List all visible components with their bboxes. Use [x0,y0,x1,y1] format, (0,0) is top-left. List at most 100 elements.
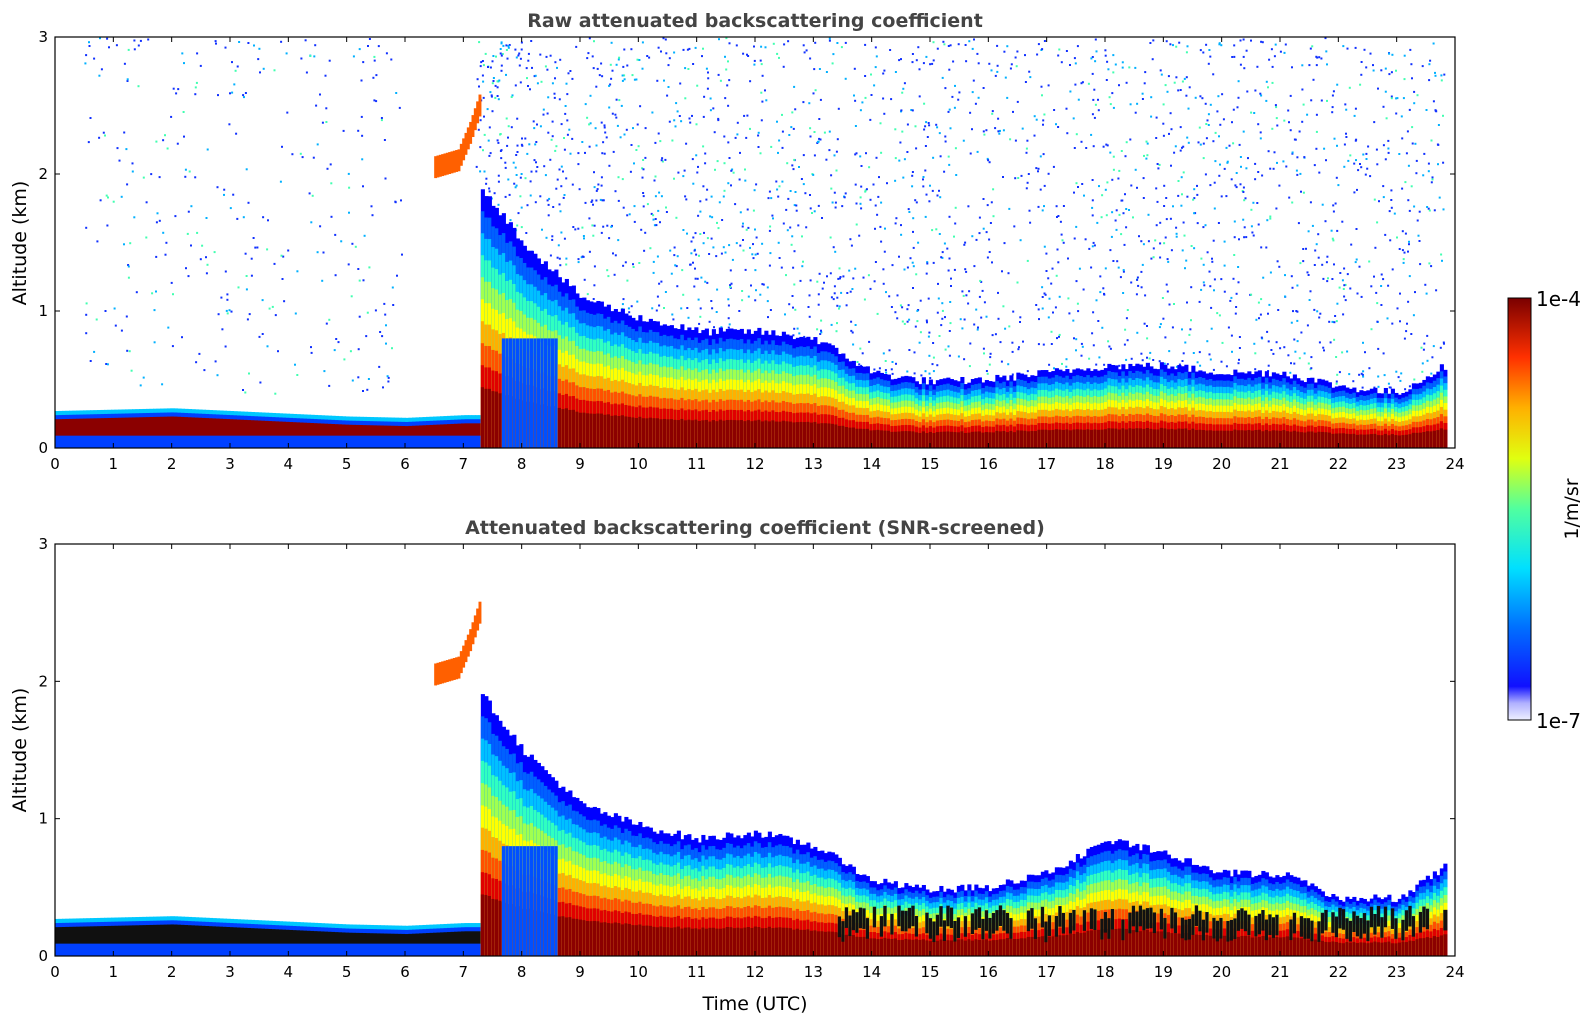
noise-speck [250,274,253,277]
noise-speck [678,115,681,117]
noise-speck [1378,200,1380,203]
noise-speck [725,68,728,71]
noise-speck [1118,364,1121,367]
noise-speck [909,257,912,260]
noise-speck [162,231,165,234]
noise-speck [165,241,168,244]
noise-speck [1170,249,1173,252]
noise-speck [673,119,676,122]
noise-speck [391,347,393,350]
noise-speck [334,233,337,236]
surface-band-core [254,420,259,436]
noise-speck [727,60,729,63]
noise-speck [247,201,250,204]
noise-speck [1396,307,1399,310]
surface-band-core [345,424,350,436]
noise-speck [1233,236,1236,239]
noise-speck [601,199,604,202]
noise-speck [1391,53,1394,56]
noise-speck [577,227,580,230]
noise-speck [592,203,594,206]
noise-speck [731,168,734,171]
noise-speck [999,129,1001,132]
noise-speck [985,370,988,372]
noise-speck [778,139,781,142]
noise-speck [1000,360,1003,363]
noise-speck [823,131,826,134]
noise-speck [621,79,624,82]
noise-speck [704,280,707,283]
noise-speck [706,87,709,90]
noise-speck [991,334,994,337]
noise-speck [932,370,935,373]
cloud-cell [739,420,744,448]
noise-speck [900,58,902,61]
noise-speck [1008,325,1011,328]
noise-speck [236,217,239,220]
noise-speck [654,141,657,144]
noise-speck [644,127,647,130]
noise-speck [716,160,719,163]
noise-speck [1199,143,1202,146]
noise-speck [969,111,972,114]
noise-speck [1267,364,1270,367]
noise-speck [99,37,101,40]
noise-speck [1213,289,1215,292]
noise-speck [558,257,561,260]
noise-speck [900,109,903,112]
noise-speck [1322,277,1325,280]
surface-band-core [72,418,77,436]
noise-speck [1396,236,1398,239]
noise-speck [330,215,333,218]
noise-speck [802,154,805,157]
noise-speck [1252,234,1255,237]
noise-speck [872,183,875,186]
noise-speck [505,117,508,120]
noise-speck [754,253,757,256]
noise-speck [651,111,654,114]
noise-speck [1160,73,1163,76]
noise-speck [1069,64,1071,66]
noise-speck [890,98,893,101]
noise-speck [692,236,695,239]
noise-speck [833,154,836,157]
surface-band-core [321,423,326,436]
noise-speck [883,69,886,72]
noise-speck [1360,295,1363,298]
noise-speck [1278,265,1281,268]
noise-speck [1093,88,1096,91]
noise-speck [920,374,923,377]
cloud-cell [1152,429,1157,448]
noise-speck [713,131,716,134]
noise-speck [885,371,888,374]
noise-speck [992,215,995,218]
noise-speck [982,198,985,200]
noise-speck [778,257,781,259]
noise-speck [1404,388,1407,391]
noise-speck [1041,94,1043,97]
noise-speck [609,63,612,66]
cloud-cell [631,417,636,448]
noise-speck [1121,199,1124,202]
noise-speck [1088,247,1091,250]
noise-speck [762,283,765,286]
cloud-cell [865,428,870,448]
noise-speck [1118,169,1121,172]
noise-speck [918,95,921,98]
noise-speck [586,116,589,119]
noise-speck [106,224,109,227]
noise-speck [1060,61,1063,64]
noise-speck [1200,257,1203,260]
noise-speck [1288,196,1291,199]
noise-speck [1126,339,1129,342]
noise-speck [894,71,897,73]
noise-speck [519,57,522,60]
noise-speck [972,79,975,82]
noise-speck [492,77,495,79]
noise-speck [964,241,967,244]
noise-speck [1335,380,1338,383]
noise-speck [869,118,872,121]
noise-speck [911,261,914,264]
noise-speck [1073,147,1076,149]
noise-speck [373,99,376,102]
